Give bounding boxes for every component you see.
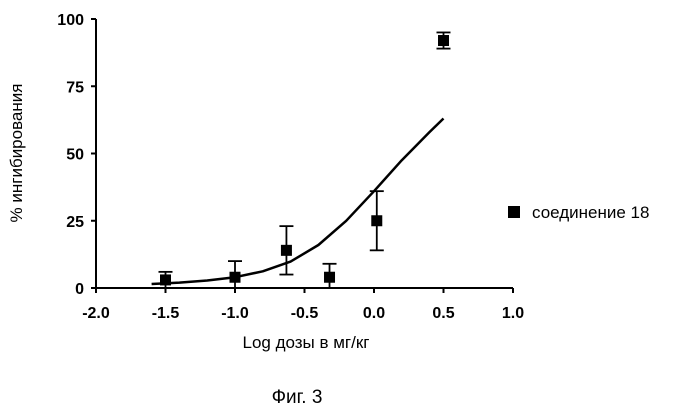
y-tick-label: 0 (75, 281, 84, 298)
x-tick-label: -2.0 (82, 305, 110, 322)
data-point (230, 272, 241, 283)
data-point (324, 272, 335, 283)
legend-label: соединение 18 (532, 203, 649, 222)
figure-caption: Фиг. 3 (272, 387, 323, 408)
x-tick-label: 1.0 (502, 305, 524, 322)
x-tick-label: -1.5 (152, 305, 180, 322)
x-axis-title: Log дозы в мг/кг (242, 333, 369, 352)
y-tick-label: 100 (57, 12, 84, 29)
legend-marker-square (508, 206, 520, 218)
y-tick-label: 50 (66, 147, 84, 164)
data-point (160, 274, 171, 285)
y-axis-title: % ингибирования (7, 84, 26, 223)
data-point (281, 245, 292, 256)
x-tick-label: 0.5 (432, 305, 454, 322)
legend: соединение 18 (508, 203, 649, 222)
x-tick-label: -1.0 (221, 305, 249, 322)
y-tick-label: 75 (66, 79, 84, 96)
fit-curve (152, 119, 444, 285)
plot-area: 0 25 50 75 100 -2.0 -1.5 -1.0 -0.5 0.0 0.5 1.0 (57, 12, 524, 322)
y-tick-label: 25 (66, 214, 84, 231)
x-tick-label: 0.0 (363, 305, 385, 322)
data-point (371, 215, 382, 226)
data-point (438, 35, 449, 46)
x-tick-label: -0.5 (291, 305, 319, 322)
